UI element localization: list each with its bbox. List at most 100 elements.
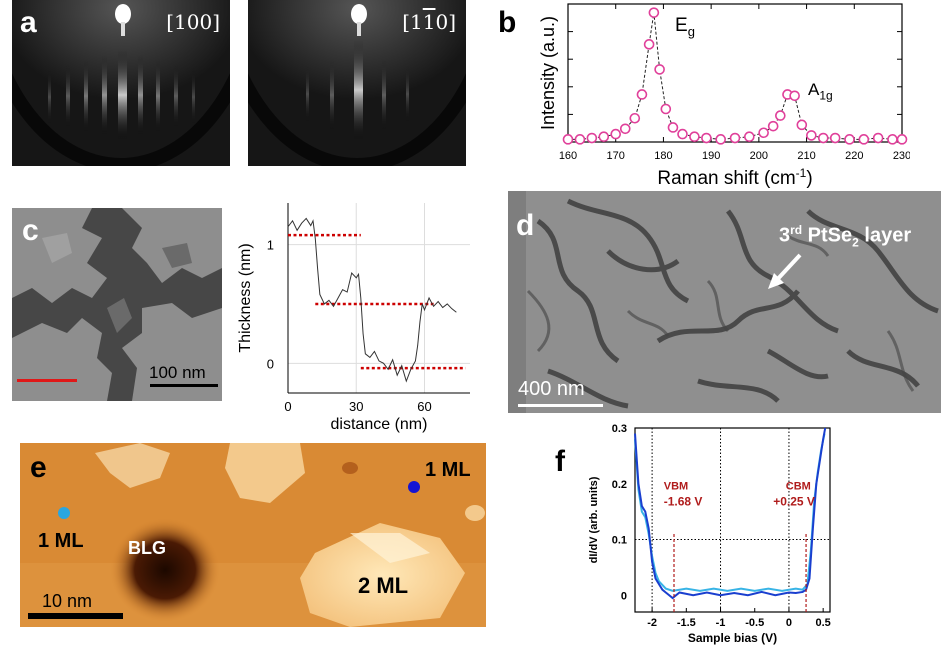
raman-series-line — [568, 12, 902, 140]
raman-x-tick-label: 230 — [893, 150, 910, 162]
raman-data-point — [654, 64, 665, 75]
sts-y-tick-label: 0.1 — [612, 535, 627, 547]
raman-data-point — [677, 128, 688, 140]
panel-letter-d: d — [516, 209, 535, 242]
panel-letter-b: b — [498, 6, 517, 39]
raman-data-point — [758, 127, 769, 139]
sts-spectrum-chart: -2 -1.5 -1 -0.5 0 0.5 0 0.1 0.2 0.3 VBM -1.68 V CBM +… — [588, 423, 831, 645]
raman-data-point — [896, 134, 908, 145]
label-1ml-left: 1 ML — [38, 530, 84, 552]
raman-data-point — [610, 128, 622, 140]
rheed-pattern-100 — [12, 0, 230, 166]
raman-data-point — [660, 103, 672, 115]
sts-y-tick-label: 0.2 — [612, 479, 627, 491]
sem-island-texture — [12, 208, 222, 401]
raman-data-point — [598, 131, 610, 143]
raman-data-point — [667, 122, 679, 133]
raman-y-axis-label: Intensity (a.u.) — [538, 16, 558, 130]
label-2ml: 2 ML — [358, 573, 409, 598]
vbm-value: -1.68 V — [664, 494, 703, 508]
label-blg: BLG — [128, 538, 166, 558]
raman-data-point — [858, 134, 870, 145]
sts-x-tick-label: -1.5 — [677, 617, 696, 629]
thickness-y-tick-label: 1 — [267, 238, 274, 253]
vbm-title: VBM — [664, 480, 688, 492]
raman-x-tick-label: 160 — [559, 150, 577, 162]
rheed-image-100: a [100] — [12, 0, 230, 166]
rheed-image-1-10: [110] — [248, 0, 466, 166]
scale-label-d: 400 nm — [518, 378, 585, 400]
raman-plot-frame — [567, 3, 903, 143]
raman-data-point — [789, 90, 800, 102]
raman-data-point — [767, 120, 779, 132]
arrow-icon — [768, 253, 802, 289]
marker-1ml-left — [58, 507, 70, 519]
sts-x-tick-label: -1 — [716, 617, 726, 629]
sts-y-tick-label: 0.3 — [612, 423, 627, 435]
sts-x-tick-label: -2 — [647, 617, 657, 629]
panel-letter-f: f — [555, 445, 565, 478]
small-island — [95, 443, 170, 488]
sts-y-tick-label: 0 — [621, 590, 627, 602]
thickness-y-tick-label: 0 — [267, 356, 274, 371]
sem-dendrite-texture — [508, 191, 941, 413]
scale-label-e: 10 nm — [42, 591, 93, 611]
raman-peak-a1g-label: A1g — [808, 80, 833, 103]
raman-data-point — [586, 132, 598, 144]
top-island — [225, 443, 305, 503]
sts-x-tick-label: 0.5 — [816, 617, 831, 629]
red-line-marker — [17, 379, 77, 382]
raman-peak-eg-label: Eg — [675, 15, 695, 39]
panel-letter-e: e — [30, 451, 47, 484]
raman-x-tick-label: 170 — [607, 150, 625, 162]
sts-series-line — [634, 433, 826, 592]
raman-data-point — [887, 134, 898, 145]
sem-image: c 100 nm — [12, 208, 222, 401]
raman-data-point — [744, 131, 755, 143]
raman-x-axis-label: Raman shift (cm-1) — [657, 166, 812, 189]
sts-x-axis-label: Sample bias (V) — [688, 631, 777, 645]
direction-label-1-10: [110] — [402, 10, 456, 34]
panel-letter-c: c — [22, 214, 39, 247]
direct-beam-spot — [115, 4, 131, 24]
thickness-profile-line — [287, 217, 457, 383]
scale-bar-c — [150, 384, 218, 387]
sts-plot-frame — [634, 427, 831, 613]
raman-data-point — [574, 134, 586, 145]
thickness-x-axis-label: distance (nm) — [331, 416, 428, 433]
raman-data-point — [619, 123, 631, 135]
marker-1ml-right — [408, 481, 420, 493]
raman-data-point — [775, 110, 786, 121]
sts-y-axis-label: dI/dV (arb. units) — [588, 476, 600, 563]
stm-height-map — [20, 443, 486, 627]
raman-x-tick-label: 190 — [702, 150, 720, 162]
cbm-value: +0.25 V — [773, 494, 815, 508]
raman-x-tick-label: 210 — [797, 150, 815, 162]
scale-bar-d — [518, 404, 603, 407]
thickness-x-tick-label: 0 — [284, 399, 291, 414]
raman-data-point — [562, 134, 574, 145]
scale-bar-e — [28, 613, 123, 619]
cbm-title: CBM — [786, 480, 811, 492]
rheed-pattern-1-10 — [248, 0, 466, 166]
raman-data-point — [715, 134, 726, 145]
raman-x-tick-label: 180 — [654, 150, 672, 162]
thickness-profile-chart: 0 30 60 0 1 distance (nm) Thickness (nm) — [237, 203, 470, 433]
raman-data-point — [701, 132, 712, 144]
sts-series-line — [634, 427, 827, 600]
sts-x-tick-label: 0 — [786, 617, 792, 629]
third-layer-annotation: 3rd PtSe2 layer — [779, 223, 912, 250]
raman-data-point — [806, 130, 817, 141]
raman-data-point — [872, 132, 884, 144]
raman-data-point — [729, 132, 741, 144]
thickness-x-tick-label: 30 — [349, 399, 363, 414]
blg-depression — [110, 518, 220, 622]
thickness-x-tick-label: 60 — [417, 399, 431, 414]
raman-data-point — [817, 132, 829, 144]
raman-x-tick-label: 200 — [750, 150, 768, 162]
panel-letter-a: a — [20, 6, 37, 39]
label-1ml-right: 1 ML — [425, 459, 471, 481]
direction-label-100: [100] — [166, 10, 220, 34]
raman-data-point — [796, 119, 808, 131]
raman-data-point — [636, 89, 648, 100]
